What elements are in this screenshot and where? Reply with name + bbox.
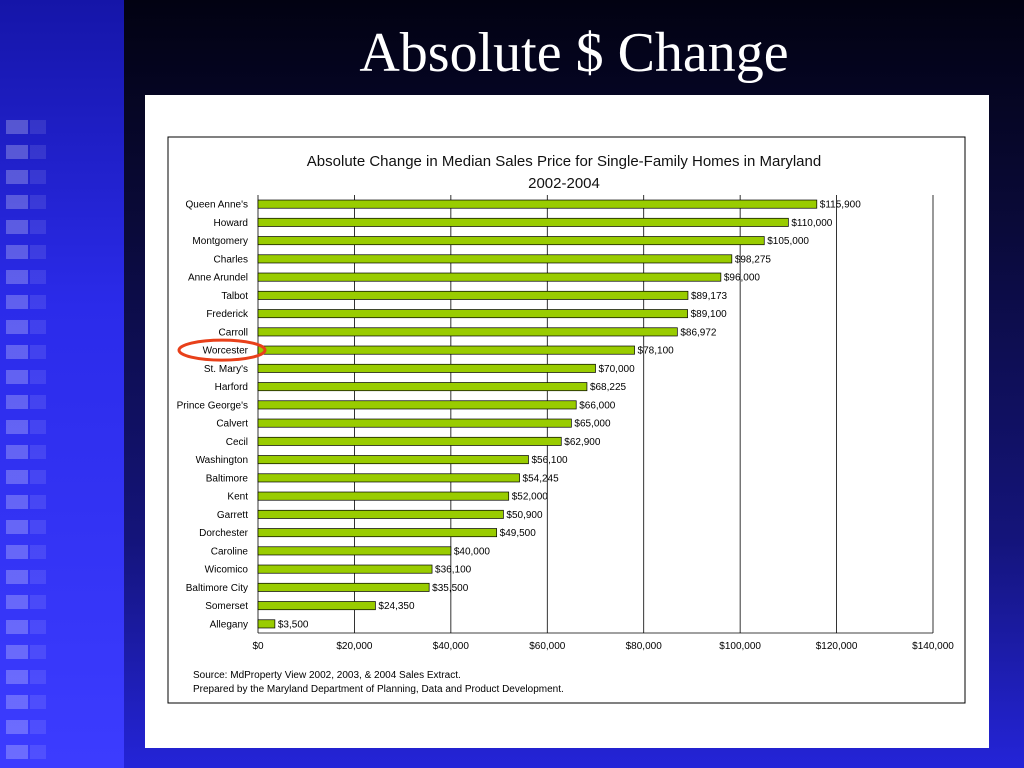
bar: [257, 363, 596, 373]
value-label: $110,000: [791, 218, 832, 229]
category-label: St. Mary's: [204, 364, 248, 375]
value-label: $3,500: [278, 619, 309, 630]
category-label: Worcester: [203, 346, 249, 357]
bar: [257, 290, 689, 300]
chart-card: Absolute Change in Median Sales Price fo…: [145, 95, 989, 748]
category-label: Frederick: [206, 309, 249, 320]
value-label: $35,500: [432, 583, 469, 594]
bar-layer: [257, 199, 818, 629]
category-label: Allegany: [210, 619, 248, 630]
value-label: $105,000: [767, 236, 809, 247]
x-tick-label: $20,000: [336, 641, 373, 652]
value-label: $24,350: [378, 601, 415, 612]
category-label: Anne Arundel: [188, 273, 248, 284]
bar: [257, 601, 376, 611]
bar: [257, 272, 722, 282]
left-decor-stripe: [0, 0, 124, 768]
value-label: $89,100: [691, 309, 728, 320]
bar: [257, 619, 276, 629]
value-label: $56,100: [531, 455, 568, 466]
x-tick-label: $40,000: [433, 641, 470, 652]
slide-title: Absolute $ Change: [359, 22, 789, 84]
chart-title: Absolute Change in Median Sales Price fo…: [307, 153, 821, 170]
value-label: $50,900: [506, 510, 543, 521]
bar-chart: Absolute Change in Median Sales Price fo…: [167, 136, 966, 704]
value-label: $52,000: [512, 492, 549, 503]
bar: [257, 217, 789, 227]
source-note: Source: MdProperty View 2002, 2003, & 20…: [193, 670, 461, 681]
left-decor-squares: [6, 120, 28, 760]
value-label: $68,225: [590, 382, 627, 393]
bar: [257, 455, 529, 465]
value-label: $36,100: [435, 565, 472, 576]
bar: [257, 254, 733, 264]
bar: [257, 564, 433, 574]
bar: [257, 199, 818, 209]
category-label: Howard: [214, 218, 248, 229]
x-tick-label: $60,000: [529, 641, 566, 652]
x-tick-label: $120,000: [816, 641, 858, 652]
prepared-by-note: Prepared by the Maryland Department of P…: [193, 684, 564, 695]
value-label: $54,245: [523, 473, 560, 484]
category-label: Carroll: [219, 327, 248, 338]
highlight-layer: [177, 338, 267, 362]
bar: [257, 473, 520, 483]
value-label-layer: $115,900 $110,000 $105,000 $98,275 $96,000 $8…: [278, 200, 861, 631]
category-label: Montgomery: [192, 236, 248, 247]
x-tick-label: $0: [252, 641, 264, 652]
x-tick-label: $140,000: [912, 641, 954, 652]
value-label: $49,500: [500, 528, 537, 539]
x-tick-label: $100,000: [719, 641, 761, 652]
category-label: Queen Anne's: [185, 200, 248, 211]
category-label: Dorchester: [199, 528, 249, 539]
x-tick-label: $80,000: [626, 641, 663, 652]
bar: [257, 509, 504, 519]
bar: [257, 491, 510, 501]
bar: [257, 327, 678, 337]
category-label: Washington: [196, 455, 248, 466]
value-label: $40,000: [454, 546, 491, 557]
value-label: $86,972: [680, 327, 717, 338]
bar: [257, 582, 430, 592]
bar: [257, 418, 572, 428]
value-label: $96,000: [724, 273, 761, 284]
category-label: Prince George's: [177, 400, 248, 411]
value-label: $98,275: [735, 254, 772, 265]
chart-subtitle: 2002-2004: [528, 175, 600, 192]
category-label-layer: Queen Anne's Howard Montgomery Charles Anne …: [177, 200, 249, 631]
category-label: Garrett: [217, 510, 248, 521]
highlight-ellipse: [177, 338, 267, 362]
bar: [257, 528, 498, 538]
grid-layer: [257, 195, 934, 634]
bar: [257, 400, 577, 410]
chart-frame: [167, 136, 966, 704]
bar: [257, 382, 588, 392]
left-decor-squares-secondary: [30, 120, 46, 760]
category-label: Baltimore: [206, 473, 249, 484]
bar: [257, 236, 765, 246]
category-label: Wicomico: [205, 565, 249, 576]
category-label: Caroline: [211, 546, 249, 557]
tick-label-layer: $0 $20,000 $40,000 $60,000 $80,000 $100,000 $1…: [252, 641, 954, 652]
bar: [257, 345, 635, 355]
value-label: $70,000: [599, 364, 636, 375]
category-label: Baltimore City: [186, 583, 248, 594]
value-label: $62,900: [564, 437, 601, 448]
category-label: Harford: [215, 382, 248, 393]
value-label: $66,000: [579, 400, 616, 411]
bar: [257, 546, 452, 556]
category-label: Cecil: [226, 437, 248, 448]
category-label: Calvert: [216, 419, 248, 430]
value-label: $78,100: [638, 346, 675, 357]
category-label: Talbot: [221, 291, 248, 302]
bar: [257, 436, 562, 446]
bar: [257, 309, 688, 319]
value-label: $115,900: [820, 200, 861, 211]
category-label: Somerset: [205, 601, 248, 612]
value-label: $89,173: [691, 291, 728, 302]
category-label: Kent: [227, 492, 248, 503]
category-label: Charles: [214, 254, 248, 265]
value-label: $65,000: [574, 419, 611, 430]
